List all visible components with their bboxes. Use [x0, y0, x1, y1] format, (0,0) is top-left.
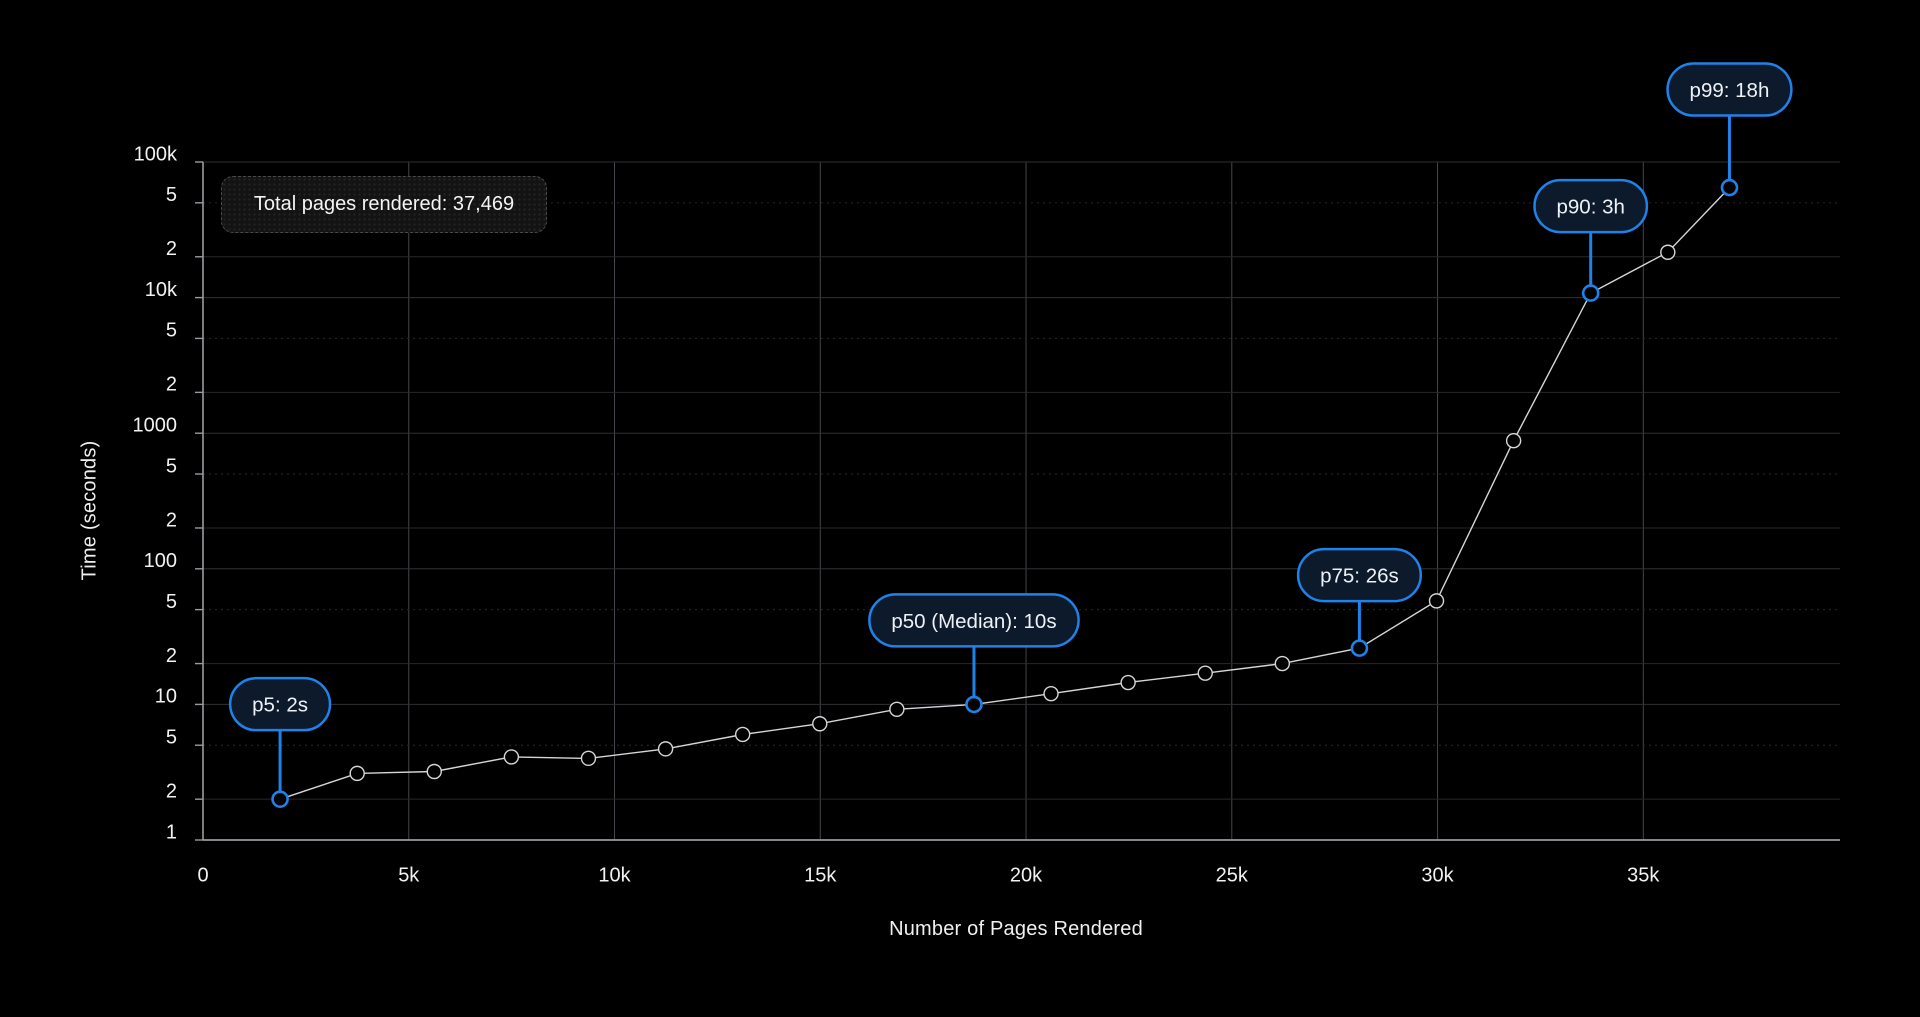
x-tick-label: 0 — [197, 864, 208, 886]
x-tick-label: 25k — [1216, 864, 1249, 886]
x-axis-title: Number of Pages Rendered — [889, 918, 1143, 940]
total-pages-info-text: Total pages rendered: 37,469 — [253, 193, 515, 215]
y-tick-label: 100 — [144, 550, 177, 572]
x-tick-label: 30k — [1421, 864, 1454, 886]
annotation-label: p75: 26s — [1320, 565, 1399, 588]
annotation-p75: p75: 26s — [1296, 547, 1423, 643]
data-point-highlighted — [1720, 178, 1739, 197]
y-tick-label: 10 — [155, 686, 177, 708]
data-point — [1043, 685, 1059, 702]
annotation-p99: p99: 18h — [1666, 62, 1793, 182]
y-axis-title: Time (seconds) — [78, 440, 101, 581]
data-point — [734, 726, 751, 743]
data-point — [1505, 433, 1522, 449]
annotation-p5: p5: 2s — [228, 676, 332, 794]
data-point — [1660, 244, 1676, 260]
y-tick-label: 2 — [166, 238, 177, 260]
data-point — [1120, 674, 1136, 691]
total-pages-info-box: Total pages rendered: 37,469 — [221, 176, 547, 233]
annotation-label: p99: 18h — [1690, 79, 1770, 102]
annotation-p50: p50 (Median): 10s — [868, 593, 1080, 699]
y-tick-label: 2 — [166, 645, 177, 667]
annotation-p90: p90: 3h — [1533, 178, 1649, 288]
annotation-label: p90: 3h — [1557, 196, 1625, 219]
annotation-bubble — [1533, 178, 1649, 234]
y-tick-label: 1 — [166, 821, 177, 843]
data-point — [889, 701, 905, 718]
y-tick-label: 2 — [166, 780, 177, 802]
y-tick-label: 1000 — [133, 414, 178, 436]
y-tick-label: 5 — [166, 184, 177, 206]
data-point — [349, 765, 365, 782]
data-point — [657, 741, 674, 757]
x-tick-label: 10k — [598, 864, 631, 886]
x-tick-label: 35k — [1627, 864, 1660, 886]
annotation-bubble — [228, 676, 332, 732]
annotation-bubble — [868, 593, 1080, 648]
annotation-label: p5: 2s — [252, 694, 308, 717]
y-tick-label: 2 — [166, 374, 177, 396]
data-point-highlighted — [1350, 639, 1369, 657]
data-point-highlighted — [965, 695, 983, 714]
y-tick-label: 2 — [166, 509, 177, 531]
y-tick-label: 10k — [145, 279, 178, 301]
annotation-label: p50 (Median): 10s — [891, 610, 1056, 633]
x-tick-label: 15k — [804, 864, 837, 886]
x-tick-label: 20k — [1010, 864, 1043, 886]
y-tick-label: 100k — [134, 143, 178, 165]
y-tick-label: 5 — [166, 591, 177, 613]
annotation-bubble — [1666, 62, 1793, 117]
data-point — [580, 750, 597, 767]
data-point — [812, 716, 828, 732]
x-tick-label: 5k — [398, 864, 420, 886]
annotation-bubble — [1296, 547, 1423, 603]
y-tick-label: 5 — [166, 455, 177, 477]
data-point-highlighted — [271, 790, 289, 808]
data-point — [503, 749, 520, 765]
data-point-highlighted — [1581, 284, 1600, 302]
y-tick-label: 5 — [166, 727, 177, 749]
data-point — [1274, 655, 1291, 672]
data-point — [426, 763, 442, 780]
percentile-line — [279, 187, 1731, 800]
y-tick-label: 5 — [166, 320, 177, 342]
data-point — [1197, 665, 1213, 681]
data-point — [1428, 593, 1445, 609]
